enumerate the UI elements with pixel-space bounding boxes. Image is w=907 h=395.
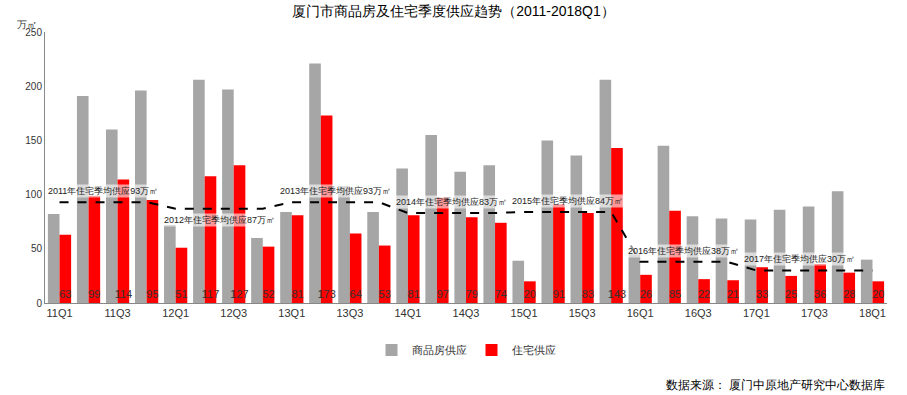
svg-text:2016年住宅季均供应38万㎡: 2016年住宅季均供应38万㎡	[628, 246, 739, 256]
svg-text:81: 81	[408, 288, 420, 300]
svg-text:2014年住宅季均供应83万㎡: 2014年住宅季均供应83万㎡	[396, 197, 507, 207]
svg-text:20: 20	[872, 288, 884, 300]
svg-text:64: 64	[350, 288, 362, 300]
svg-text:79: 79	[466, 288, 478, 300]
svg-text:15Q3: 15Q3	[569, 307, 596, 319]
svg-text:26: 26	[640, 288, 652, 300]
svg-text:85: 85	[669, 288, 681, 300]
svg-text:25: 25	[785, 288, 797, 300]
svg-text:51: 51	[175, 288, 187, 300]
svg-text:2015年住宅季均供应84万㎡: 2015年住宅季均供应84万㎡	[512, 196, 623, 206]
svg-text:99: 99	[88, 288, 100, 300]
svg-text:14Q1: 14Q1	[394, 307, 421, 319]
svg-text:53: 53	[379, 288, 391, 300]
svg-text:117: 117	[202, 288, 220, 300]
svg-text:17Q1: 17Q1	[743, 307, 770, 319]
svg-text:14Q3: 14Q3	[453, 307, 480, 319]
svg-text:74: 74	[495, 288, 507, 300]
svg-text:11Q3: 11Q3	[105, 307, 131, 319]
svg-text:12Q3: 12Q3	[220, 307, 247, 319]
svg-text:16Q3: 16Q3	[685, 307, 712, 319]
svg-text:63: 63	[59, 288, 71, 300]
svg-text:16Q1: 16Q1	[627, 307, 654, 319]
svg-text:114: 114	[115, 288, 133, 300]
svg-text:18Q1: 18Q1	[859, 307, 886, 319]
svg-text:2012年住宅季均供应87万㎡: 2012年住宅季均供应87万㎡	[164, 215, 275, 225]
svg-text:22: 22	[698, 288, 710, 300]
svg-text:17Q3: 17Q3	[801, 307, 828, 319]
svg-text:2017年住宅季均供应30万㎡: 2017年住宅季均供应30万㎡	[744, 254, 855, 264]
svg-text:83: 83	[582, 288, 594, 300]
svg-text:100: 100	[25, 189, 42, 200]
svg-text:商品房供应: 商品房供应	[412, 344, 467, 356]
svg-text:厦门市商品房及住宅季度供应趋势（2011-2018Q1）: 厦门市商品房及住宅季度供应趋势（2011-2018Q1）	[292, 3, 615, 19]
svg-text:13Q3: 13Q3	[336, 307, 363, 319]
svg-text:52: 52	[262, 288, 274, 300]
svg-text:11Q1: 11Q1	[46, 307, 72, 319]
svg-text:95: 95	[146, 288, 158, 300]
svg-text:0: 0	[36, 298, 42, 309]
svg-text:15Q1: 15Q1	[511, 307, 538, 319]
svg-text:住宅供应: 住宅供应	[512, 344, 556, 356]
svg-text:20: 20	[524, 288, 536, 300]
svg-text:250: 250	[25, 27, 42, 38]
svg-text:2011年住宅季均供应93万㎡: 2011年住宅季均供应93万㎡	[48, 186, 158, 196]
svg-text:143: 143	[608, 288, 626, 300]
svg-text:12Q1: 12Q1	[162, 307, 189, 319]
svg-text:81: 81	[291, 288, 303, 300]
svg-text:150: 150	[25, 135, 42, 146]
svg-text:数据来源： 厦门中原地产研究中心数据库: 数据来源： 厦门中原地产研究中心数据库	[666, 378, 885, 392]
svg-text:173: 173	[317, 288, 335, 300]
svg-text:33: 33	[756, 288, 768, 300]
svg-text:21: 21	[727, 288, 739, 300]
svg-text:200: 200	[25, 81, 42, 92]
svg-text:91: 91	[553, 288, 565, 300]
svg-text:127: 127	[230, 288, 248, 300]
svg-text:28: 28	[843, 288, 855, 300]
svg-text:13Q1: 13Q1	[278, 307, 305, 319]
svg-text:50: 50	[31, 243, 43, 254]
svg-text:万㎡: 万㎡	[17, 19, 37, 30]
svg-text:36: 36	[814, 288, 826, 300]
svg-text:2013年住宅季均供应93万㎡: 2013年住宅季均供应93万㎡	[280, 186, 391, 196]
svg-text:97: 97	[437, 288, 449, 300]
